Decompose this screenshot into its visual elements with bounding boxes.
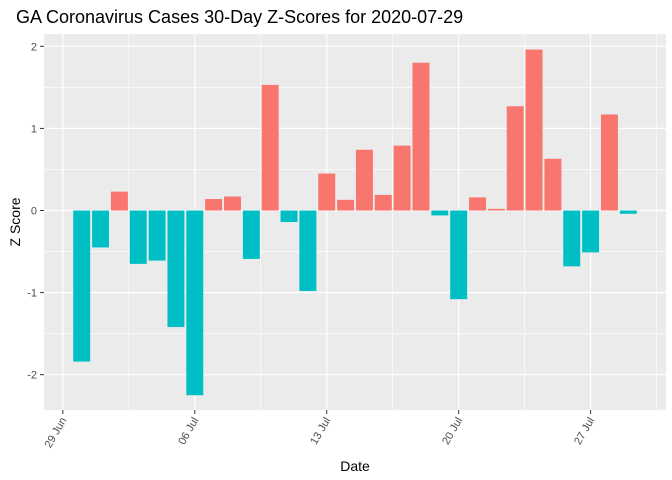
bar bbox=[374, 194, 392, 211]
y-tick-label: -1 bbox=[27, 288, 37, 300]
plot-panel bbox=[44, 34, 666, 410]
x-tick-label: 29 Jun bbox=[43, 416, 70, 451]
bar bbox=[393, 145, 411, 211]
bar bbox=[73, 210, 91, 362]
bar bbox=[355, 149, 373, 211]
bar bbox=[450, 210, 468, 300]
bar bbox=[544, 158, 562, 211]
bar bbox=[224, 196, 241, 211]
bar bbox=[619, 210, 637, 214]
bar bbox=[337, 199, 355, 211]
bar bbox=[487, 208, 505, 211]
bar bbox=[110, 191, 128, 211]
y-tick-label: 2 bbox=[31, 41, 37, 53]
bar bbox=[129, 210, 147, 264]
bar bbox=[563, 210, 581, 267]
x-axis-title: Date bbox=[340, 458, 370, 474]
bar bbox=[167, 210, 185, 328]
bars bbox=[73, 49, 637, 396]
bar bbox=[299, 210, 317, 291]
x-tick-label: 20 Jul bbox=[440, 416, 465, 447]
grid-lines bbox=[44, 34, 666, 410]
bar bbox=[431, 210, 449, 216]
x-axis: 29 Jun 06 Jul 13 Jul 20 Jul 27 Jul bbox=[43, 410, 597, 451]
bar bbox=[600, 114, 618, 211]
bar bbox=[261, 84, 279, 211]
x-tick-label: 06 Jul bbox=[176, 416, 201, 447]
y-tick-label: 1 bbox=[31, 123, 37, 135]
y-tick-label: -2 bbox=[27, 370, 37, 382]
x-tick-label: 13 Jul bbox=[308, 416, 333, 447]
bar bbox=[318, 173, 336, 211]
bar bbox=[205, 199, 223, 211]
y-axis-title: Z Score bbox=[7, 197, 23, 246]
chart-title: GA Coronavirus Cases 30-Day Z-Scores for… bbox=[16, 7, 463, 27]
y-axis: -2 -1 0 1 2 bbox=[27, 41, 44, 382]
bar bbox=[242, 210, 260, 259]
y-tick-label: 0 bbox=[31, 206, 37, 218]
x-tick-label: 27 Jul bbox=[572, 416, 597, 447]
bar bbox=[506, 106, 524, 211]
bar bbox=[412, 62, 430, 211]
bar bbox=[186, 210, 204, 396]
bar bbox=[582, 210, 600, 253]
bar bbox=[92, 210, 110, 248]
bar bbox=[525, 49, 543, 211]
bar bbox=[469, 197, 486, 211]
bar bbox=[280, 210, 298, 222]
bar bbox=[148, 210, 166, 261]
